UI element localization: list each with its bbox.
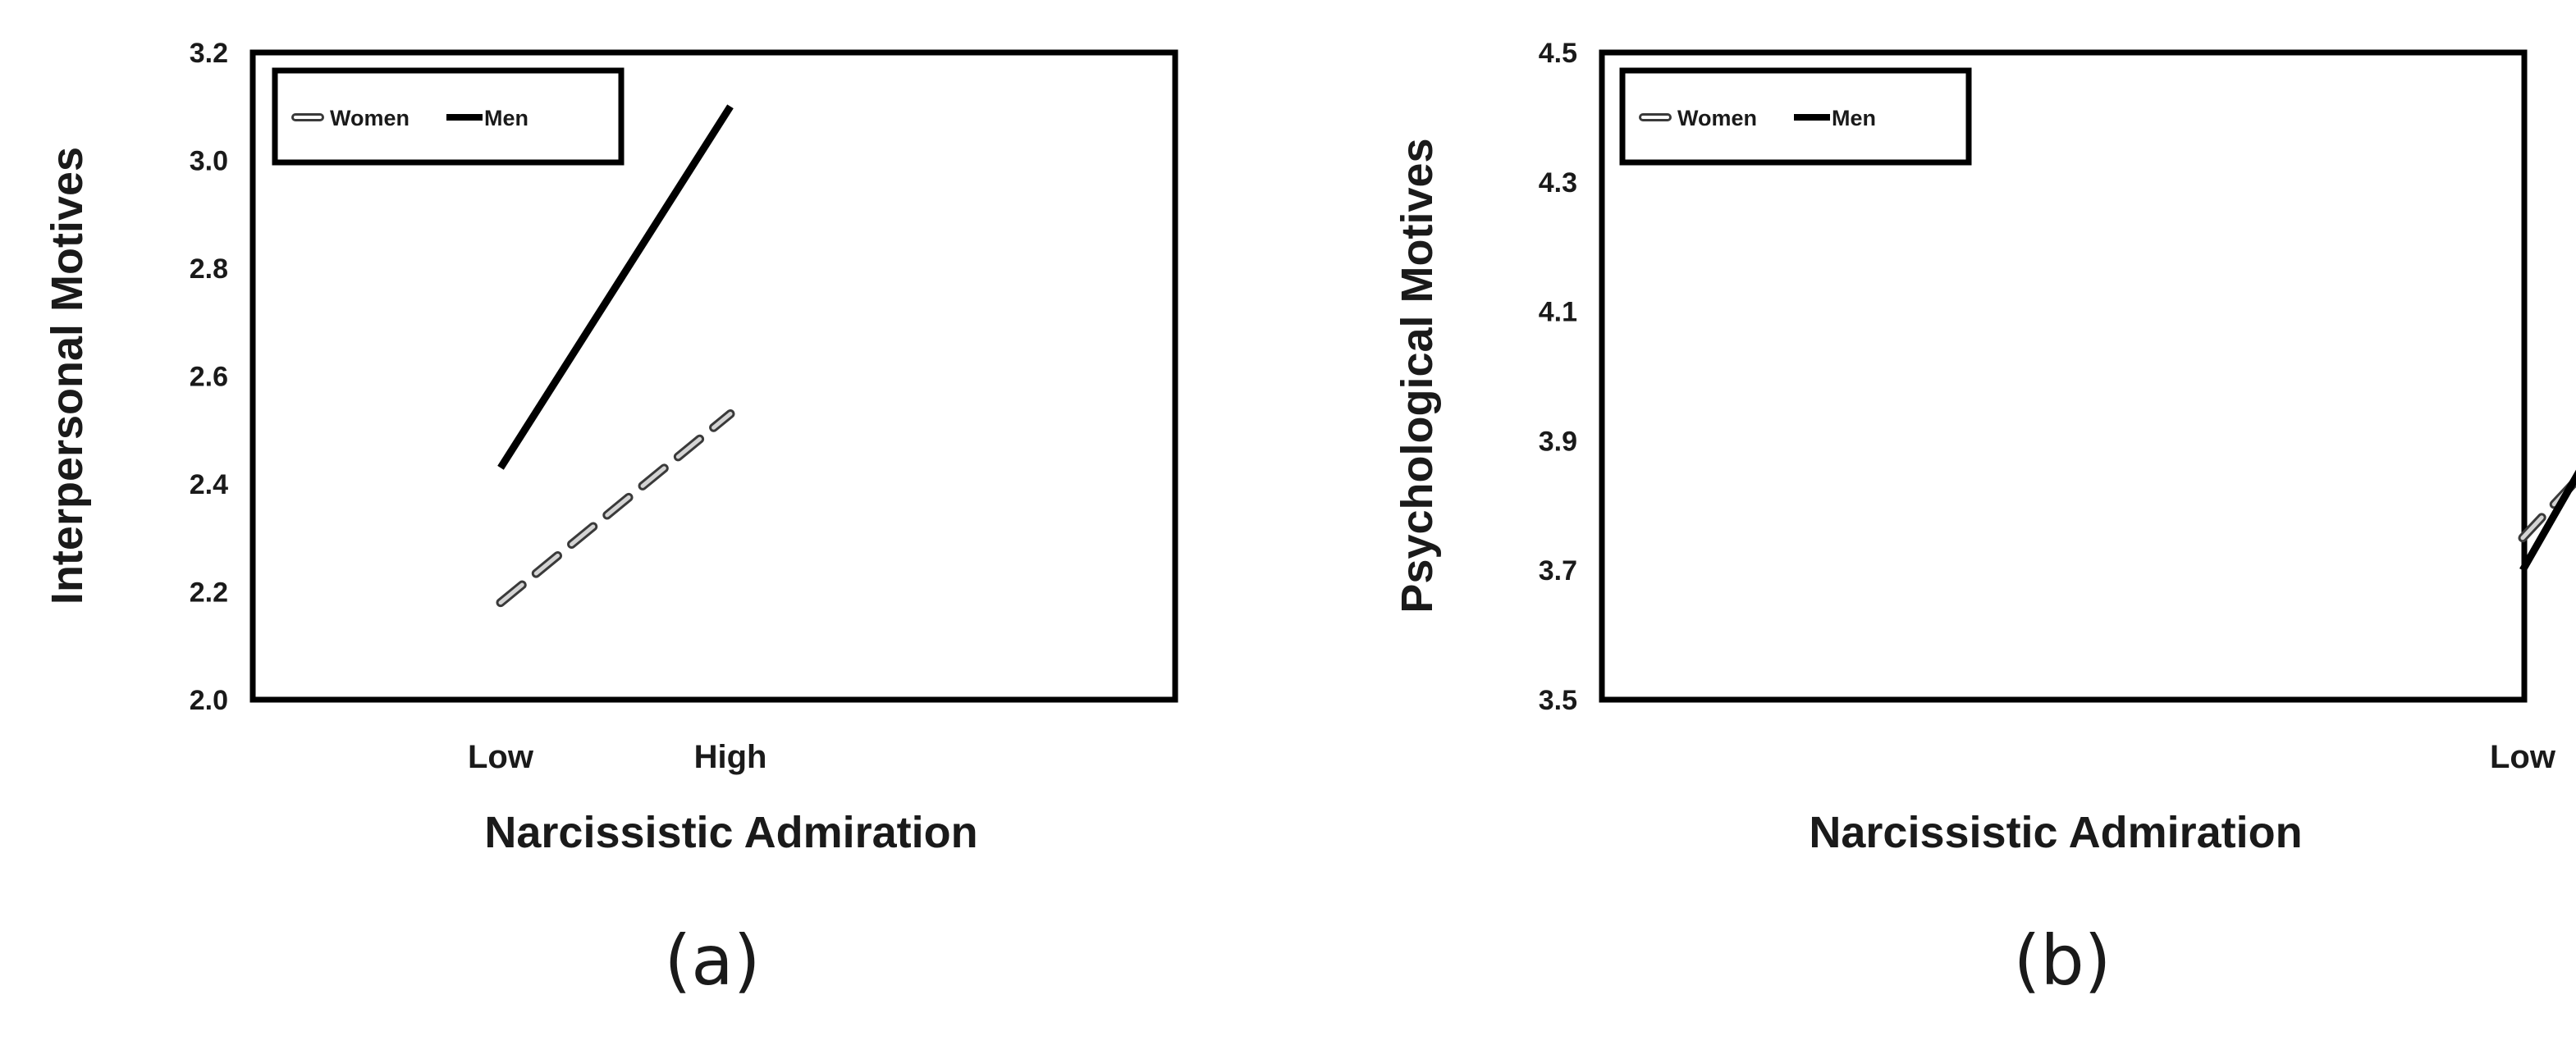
y-tick-labels-b: 3.5 3.7 3.9 4.1 4.3 4.5	[1539, 38, 1577, 716]
series-lines-a	[496, 104, 735, 608]
legend-label-women: Women	[330, 106, 410, 130]
y-tick-label: 3.0	[190, 146, 228, 177]
series-line-men	[497, 104, 734, 470]
plot-frame-b	[1599, 49, 2528, 703]
series-lines-b	[2518, 469, 2576, 573]
y-tick-label: 2.0	[190, 685, 228, 716]
y-axis-title-b: Psychological Motives	[1393, 138, 1442, 613]
y-tick-label: 4.5	[1539, 38, 1577, 69]
legend-a: Women Men	[272, 67, 625, 166]
y-tick-label: 3.2	[190, 38, 228, 69]
y-axis-title-a: Interpersonal Motives	[43, 147, 92, 605]
y-tick-labels-a: 2.0 2.2 2.4 2.6 2.8 3.0 3.2	[190, 38, 228, 716]
y-tick-label: 3.9	[1539, 426, 1577, 457]
legend-label-men: Men	[1832, 106, 1876, 130]
plot-frame-a	[249, 49, 1178, 703]
y-tick-label: 2.4	[190, 469, 228, 500]
x-axis-title-a: Narcissistic Admiration	[484, 808, 977, 857]
y-tick-label: 3.5	[1539, 685, 1577, 716]
legend-label-women: Women	[1677, 106, 1757, 130]
x-tick-label: Low	[468, 739, 534, 775]
x-tick-label: Low	[2490, 739, 2556, 775]
series-line-women-outline	[2518, 474, 2576, 543]
legend-b: Women Men	[1619, 67, 1972, 166]
series-line-women	[2520, 477, 2576, 541]
y-tick-label: 3.7	[1539, 555, 1577, 586]
panel-a: 2.0 2.2 2.4 2.6 2.8 3.0 3.2 Low High Women Men I…	[43, 38, 1178, 1001]
y-tick-label: 2.6	[190, 362, 228, 393]
panel-label-a: (a)	[664, 920, 760, 1001]
series-line-women	[498, 412, 733, 605]
x-tick-labels-a: Low High	[468, 739, 766, 775]
x-tick-label: High	[694, 739, 767, 775]
x-axis-title-b: Narcissistic Admiration	[1809, 808, 2302, 857]
y-tick-label: 2.2	[190, 577, 228, 609]
y-tick-label: 2.8	[190, 253, 228, 285]
series-line-men	[2519, 469, 2576, 573]
legend-label-men: Men	[484, 106, 528, 130]
panel-label-b: (b)	[2014, 920, 2112, 1001]
y-tick-label: 4.3	[1539, 167, 1577, 199]
y-tick-label: 4.1	[1539, 297, 1577, 328]
